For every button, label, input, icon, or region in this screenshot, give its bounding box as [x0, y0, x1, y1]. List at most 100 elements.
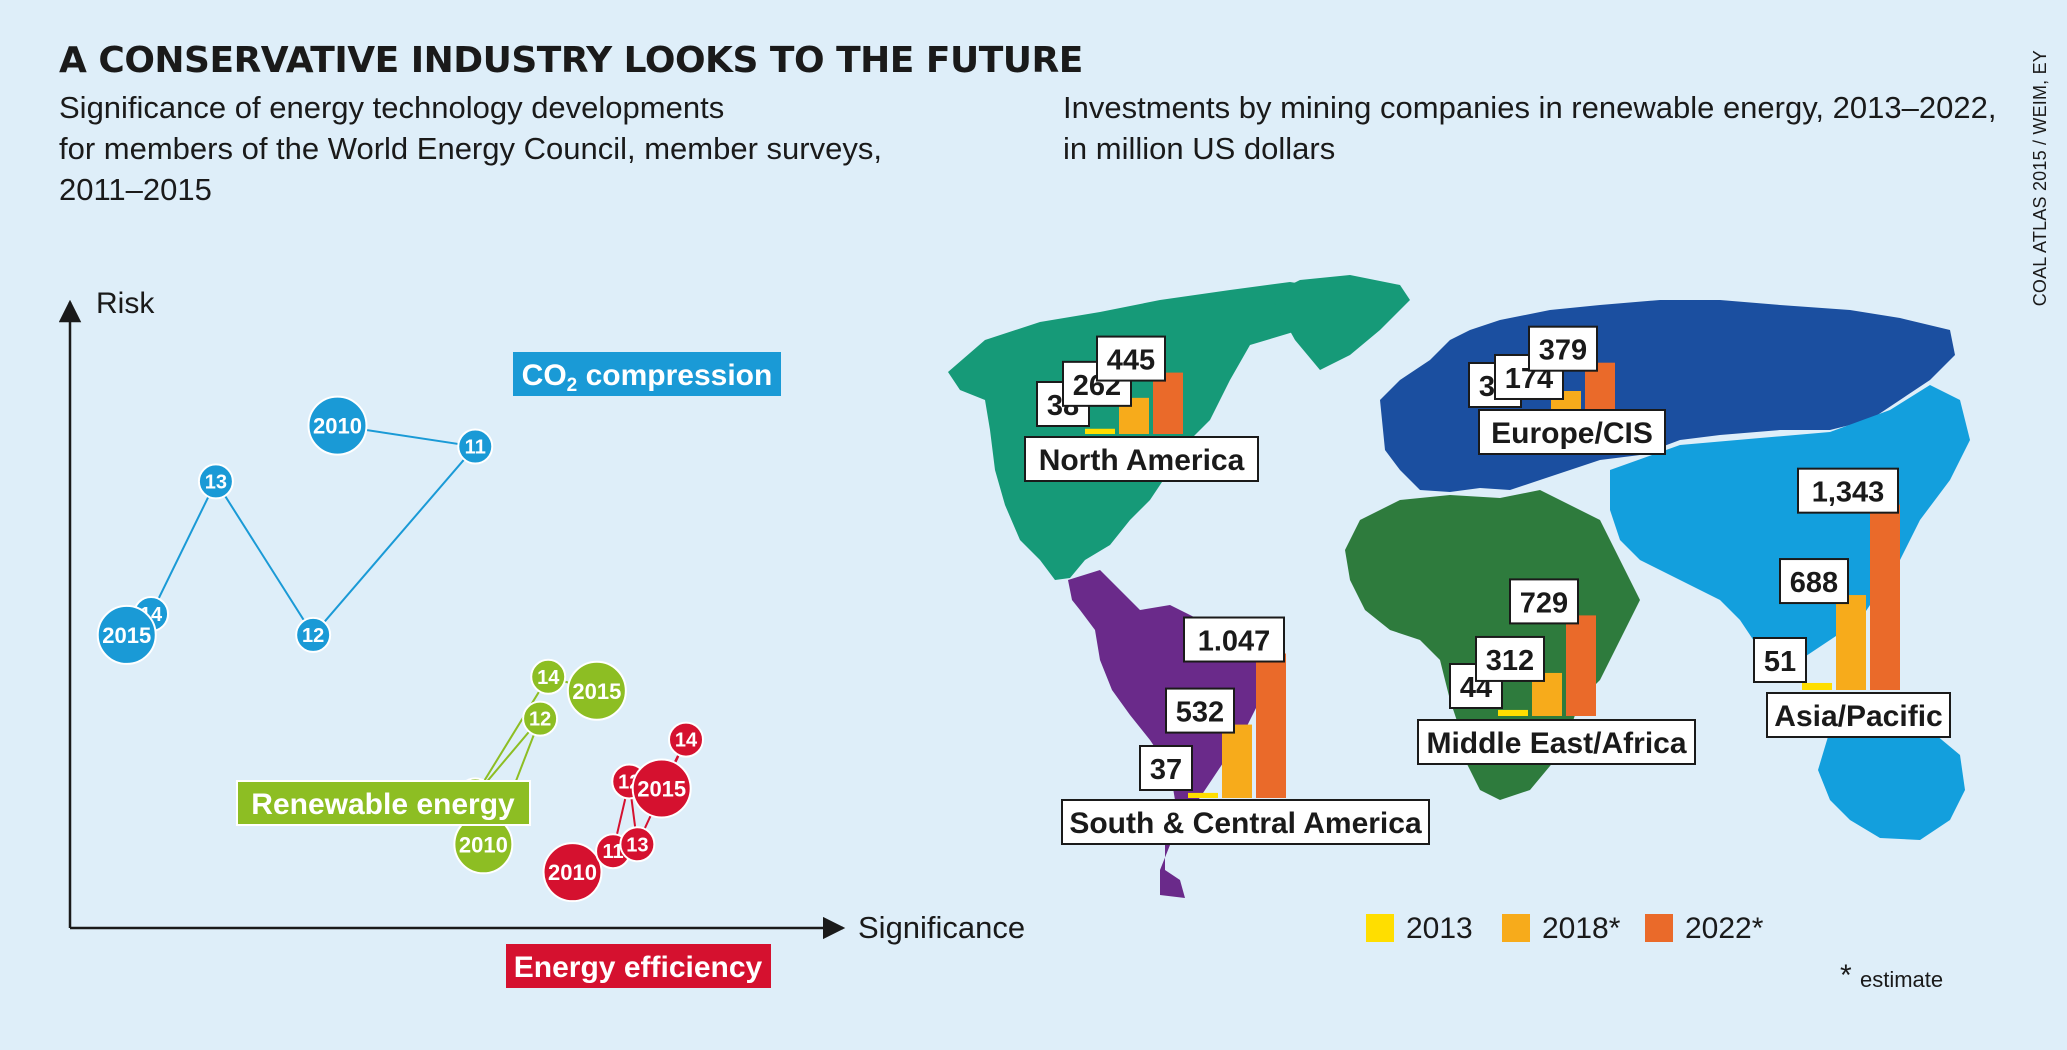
- value-label: 1,343: [1812, 477, 1885, 509]
- data-point: [457, 428, 494, 465]
- legend-swatch-2013: [1366, 914, 1394, 942]
- value-label-box: [1797, 467, 1899, 514]
- data-point: [522, 700, 559, 737]
- legend-label-2013: 2013: [1406, 912, 1473, 945]
- data-point-label: 11: [465, 437, 486, 459]
- bar: [1153, 372, 1183, 434]
- left-subtitle-line: for members of the World Energy Council,…: [59, 131, 882, 166]
- legend-tag-efficiency-label: Energy efficiency: [514, 951, 763, 984]
- region-label-1: Europe/CIS: [1478, 409, 1666, 455]
- y-axis-label: Risk: [96, 287, 155, 320]
- bar: [1188, 792, 1218, 798]
- value-label: 729: [1520, 587, 1568, 619]
- value-label: 532: [1176, 697, 1224, 729]
- legend-label-2018: 2018*: [1542, 912, 1621, 945]
- bar: [1256, 653, 1286, 798]
- data-point-label: 2010: [548, 860, 597, 885]
- region-label-2: Asia/Pacific: [1766, 692, 1951, 738]
- map-asia-pacific: [1610, 385, 1970, 680]
- value-label-box: [1779, 558, 1849, 605]
- value-label: 379: [1539, 335, 1587, 367]
- region-label-3: Middle East/Africa: [1417, 719, 1696, 765]
- region-labels: North America Europe/CIS Asia/Pacific Middl…: [1024, 409, 1951, 845]
- data-point-label: 13: [205, 471, 227, 493]
- region-bars-0: 38262445: [1036, 335, 1183, 434]
- value-label-box: [1509, 578, 1579, 625]
- footnote-mark: *: [1840, 959, 1852, 992]
- right-subtitle-line: in million US dollars: [1063, 131, 1336, 166]
- region-label-text: Europe/CIS: [1491, 417, 1653, 450]
- region-label-0: North America: [1024, 436, 1259, 482]
- data-point: [631, 758, 692, 819]
- region-label-text: North America: [1039, 444, 1245, 477]
- value-label: 51: [1764, 646, 1796, 678]
- bar: [1802, 682, 1832, 690]
- series-line: [126, 424, 478, 637]
- left-subtitle-line: Significance of energy technology develo…: [59, 90, 725, 125]
- data-point: [197, 463, 234, 500]
- value-label: 312: [1486, 645, 1534, 677]
- right-subtitle-line: Investments by mining companies in renew…: [1063, 90, 1997, 125]
- data-point-label: 2010: [459, 832, 508, 857]
- region-label-box: [1061, 799, 1430, 845]
- data-point: [530, 658, 567, 695]
- region-label-4: South & Central America: [1061, 799, 1430, 845]
- bar: [1222, 724, 1252, 798]
- data-point-label: 12: [302, 625, 324, 647]
- region-label-box: [1478, 409, 1666, 455]
- bar: [1566, 615, 1596, 716]
- data-point-label: 13: [626, 834, 648, 856]
- value-label: 445: [1107, 345, 1155, 377]
- legend-tag-renewable-label: Renewable energy: [251, 788, 515, 821]
- data-point: [295, 616, 332, 653]
- scatter-axes: Risk Significance: [58, 287, 1025, 945]
- footnote: * estimate: [1840, 959, 1943, 992]
- bar: [1870, 504, 1900, 690]
- value-label-box: [1183, 616, 1285, 663]
- data-point-label: 2015: [102, 623, 151, 648]
- left-subtitle: Significance of energy technology develo…: [59, 87, 882, 210]
- region-label-box: [1766, 692, 1951, 738]
- legend-label-2022: 2022*: [1685, 912, 1764, 945]
- data-point-label: 12: [529, 709, 551, 731]
- value-label-box: [1528, 325, 1598, 372]
- left-subtitle-line: 2011–2015: [59, 172, 212, 207]
- data-point-label: 2015: [637, 776, 686, 801]
- legend-tag-renewable: Renewable energy: [236, 780, 531, 826]
- data-point-label: 2010: [313, 414, 362, 439]
- bar: [1836, 595, 1866, 690]
- region-label-text: South & Central America: [1069, 807, 1422, 840]
- value-label-box: [1096, 335, 1166, 382]
- legend-tag-renewable-bg: [236, 780, 531, 826]
- value-label: 37: [1150, 754, 1182, 786]
- legend-tag-co2-bg: [513, 352, 781, 396]
- data-point-label: 2015: [572, 679, 621, 704]
- map-australia: [1818, 720, 1965, 840]
- value-label: 688: [1790, 567, 1838, 599]
- legend-tag-co2-label: CO2 compression: [522, 359, 773, 396]
- data-point-label: 14: [537, 667, 560, 689]
- data-point: [96, 604, 157, 665]
- region-label-box: [1417, 719, 1696, 765]
- page-title: A CONSERVATIVE INDUSTRY LOOKS TO THE FUT…: [59, 40, 1083, 81]
- region-label-text: Asia/Pacific: [1774, 700, 1942, 733]
- data-point: [619, 826, 656, 863]
- footnote-text: estimate: [1860, 967, 1943, 992]
- value-label-box: [1753, 637, 1807, 683]
- map-greenland: [1270, 275, 1410, 370]
- legend-tag-efficiency-bg: [506, 944, 771, 988]
- value-label-box: [1475, 635, 1545, 682]
- data-point: [668, 721, 704, 758]
- data-point: [542, 842, 603, 903]
- region-label-text: Middle East/Africa: [1426, 727, 1686, 760]
- data-point-label: 14: [675, 730, 698, 752]
- legend-tag-co2: CO2 compression: [513, 352, 781, 396]
- region-bars-2: 51 688 1,343: [1753, 467, 1900, 690]
- legend-swatch-2022: [1645, 914, 1673, 942]
- legend-swatch-2018: [1502, 914, 1530, 942]
- value-label: 1.047: [1198, 626, 1271, 658]
